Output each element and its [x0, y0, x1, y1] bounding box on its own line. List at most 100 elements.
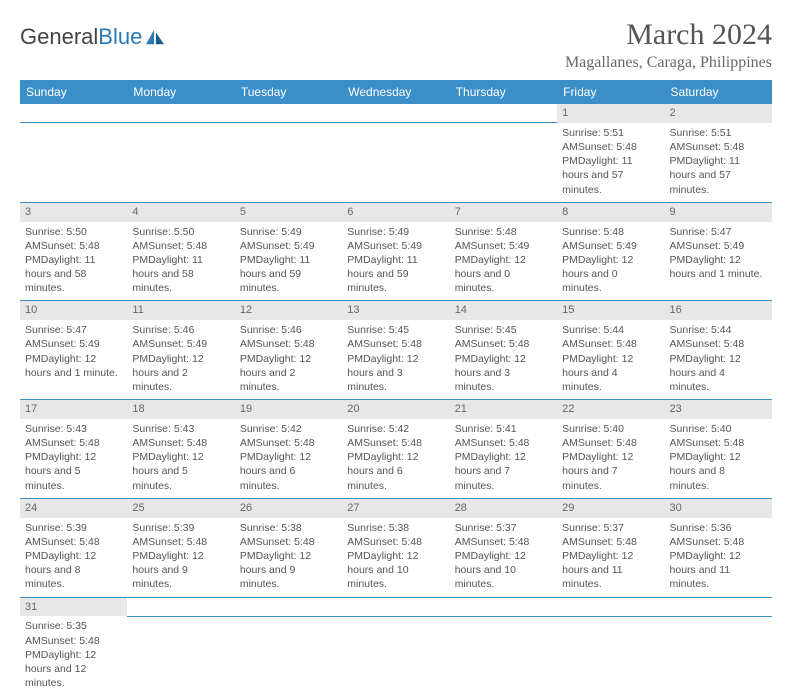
day-number-cell: 3 [20, 202, 127, 221]
day-cell: Sunrise: 5:44 AMSunset: 5:48 PMDaylight:… [665, 320, 772, 399]
day-cell: Sunrise: 5:39 AMSunset: 5:48 PMDaylight:… [127, 518, 234, 597]
day-cell [665, 616, 772, 695]
day-cell: Sunrise: 5:46 AMSunset: 5:48 PMDaylight:… [235, 320, 342, 399]
day-number-cell [342, 104, 449, 123]
day-cell [20, 123, 127, 202]
weekday-header: Monday [127, 80, 234, 104]
day-cell: Sunrise: 5:42 AMSunset: 5:48 PMDaylight:… [342, 419, 449, 498]
day-number-row: 3456789 [20, 202, 772, 221]
day-cell: Sunrise: 5:37 AMSunset: 5:48 PMDaylight:… [557, 518, 664, 597]
day-number-cell: 24 [20, 498, 127, 517]
day-cell [342, 616, 449, 695]
day-number-cell [342, 597, 449, 616]
day-number-cell: 23 [665, 400, 772, 419]
day-content-row: Sunrise: 5:35 AMSunset: 5:48 PMDaylight:… [20, 616, 772, 695]
day-cell: Sunrise: 5:44 AMSunset: 5:48 PMDaylight:… [557, 320, 664, 399]
day-number-cell: 16 [665, 301, 772, 320]
day-cell: Sunrise: 5:38 AMSunset: 5:48 PMDaylight:… [342, 518, 449, 597]
day-number-cell [235, 104, 342, 123]
brand-name-a: General [20, 24, 98, 49]
day-cell [450, 616, 557, 695]
day-cell: Sunrise: 5:47 AMSunset: 5:49 PMDaylight:… [20, 320, 127, 399]
header: GeneralBlue March 2024 Magallanes, Carag… [20, 18, 772, 72]
day-cell: Sunrise: 5:36 AMSunset: 5:48 PMDaylight:… [665, 518, 772, 597]
day-number-cell: 15 [557, 301, 664, 320]
day-number-cell [20, 104, 127, 123]
day-number-cell: 10 [20, 301, 127, 320]
day-cell: Sunrise: 5:41 AMSunset: 5:48 PMDaylight:… [450, 419, 557, 498]
day-number-cell [450, 597, 557, 616]
brand-name: GeneralBlue [20, 24, 142, 50]
day-number-row: 12 [20, 104, 772, 123]
day-number-cell: 13 [342, 301, 449, 320]
day-cell [557, 616, 664, 695]
day-number-cell [127, 597, 234, 616]
day-cell [235, 123, 342, 202]
day-cell: Sunrise: 5:38 AMSunset: 5:48 PMDaylight:… [235, 518, 342, 597]
day-number-cell: 4 [127, 202, 234, 221]
day-number-cell [557, 597, 664, 616]
day-number-cell: 28 [450, 498, 557, 517]
weekday-header: Wednesday [342, 80, 449, 104]
day-number-cell [235, 597, 342, 616]
title-block: March 2024 Magallanes, Caraga, Philippin… [565, 18, 772, 72]
day-number-cell: 6 [342, 202, 449, 221]
day-cell: Sunrise: 5:46 AMSunset: 5:49 PMDaylight:… [127, 320, 234, 399]
day-cell [342, 123, 449, 202]
location-subtitle: Magallanes, Caraga, Philippines [565, 54, 772, 72]
day-number-cell: 5 [235, 202, 342, 221]
day-cell: Sunrise: 5:49 AMSunset: 5:49 PMDaylight:… [235, 222, 342, 301]
day-cell: Sunrise: 5:43 AMSunset: 5:48 PMDaylight:… [20, 419, 127, 498]
day-number-cell: 20 [342, 400, 449, 419]
day-cell [235, 616, 342, 695]
day-cell: Sunrise: 5:45 AMSunset: 5:48 PMDaylight:… [450, 320, 557, 399]
day-content-row: Sunrise: 5:51 AMSunset: 5:48 PMDaylight:… [20, 123, 772, 202]
weekday-header: Thursday [450, 80, 557, 104]
day-number-cell: 30 [665, 498, 772, 517]
month-title: March 2024 [565, 18, 772, 52]
day-content-row: Sunrise: 5:39 AMSunset: 5:48 PMDaylight:… [20, 518, 772, 597]
day-cell [127, 123, 234, 202]
day-cell: Sunrise: 5:40 AMSunset: 5:48 PMDaylight:… [665, 419, 772, 498]
day-cell: Sunrise: 5:48 AMSunset: 5:49 PMDaylight:… [557, 222, 664, 301]
day-number-cell: 25 [127, 498, 234, 517]
brand-name-b: Blue [98, 24, 142, 49]
day-number-cell: 26 [235, 498, 342, 517]
weekday-header: Sunday [20, 80, 127, 104]
day-cell: Sunrise: 5:51 AMSunset: 5:48 PMDaylight:… [557, 123, 664, 202]
day-number-cell: 31 [20, 597, 127, 616]
weekday-header: Tuesday [235, 80, 342, 104]
day-number-cell: 18 [127, 400, 234, 419]
day-number-cell: 9 [665, 202, 772, 221]
day-number-cell: 17 [20, 400, 127, 419]
sail-icon [144, 28, 166, 46]
day-number-cell: 27 [342, 498, 449, 517]
brand-logo: GeneralBlue [20, 24, 166, 50]
day-number-cell [665, 597, 772, 616]
day-cell: Sunrise: 5:40 AMSunset: 5:48 PMDaylight:… [557, 419, 664, 498]
day-number-row: 24252627282930 [20, 498, 772, 517]
day-number-cell: 11 [127, 301, 234, 320]
day-number-cell [450, 104, 557, 123]
day-cell: Sunrise: 5:49 AMSunset: 5:49 PMDaylight:… [342, 222, 449, 301]
day-cell: Sunrise: 5:50 AMSunset: 5:48 PMDaylight:… [20, 222, 127, 301]
day-number-cell: 19 [235, 400, 342, 419]
weekday-header: Friday [557, 80, 664, 104]
day-number-row: 10111213141516 [20, 301, 772, 320]
day-number-cell: 7 [450, 202, 557, 221]
calendar-table: SundayMondayTuesdayWednesdayThursdayFrid… [20, 80, 772, 695]
day-cell: Sunrise: 5:37 AMSunset: 5:48 PMDaylight:… [450, 518, 557, 597]
day-number-cell: 22 [557, 400, 664, 419]
day-cell: Sunrise: 5:43 AMSunset: 5:48 PMDaylight:… [127, 419, 234, 498]
weekday-header: Saturday [665, 80, 772, 104]
day-number-cell: 8 [557, 202, 664, 221]
weekday-header-row: SundayMondayTuesdayWednesdayThursdayFrid… [20, 80, 772, 104]
day-number-cell: 21 [450, 400, 557, 419]
day-cell: Sunrise: 5:42 AMSunset: 5:48 PMDaylight:… [235, 419, 342, 498]
day-number-cell: 14 [450, 301, 557, 320]
day-number-cell: 1 [557, 104, 664, 123]
day-cell: Sunrise: 5:35 AMSunset: 5:48 PMDaylight:… [20, 616, 127, 695]
day-cell: Sunrise: 5:45 AMSunset: 5:48 PMDaylight:… [342, 320, 449, 399]
day-cell: Sunrise: 5:39 AMSunset: 5:48 PMDaylight:… [20, 518, 127, 597]
day-number-cell [127, 104, 234, 123]
